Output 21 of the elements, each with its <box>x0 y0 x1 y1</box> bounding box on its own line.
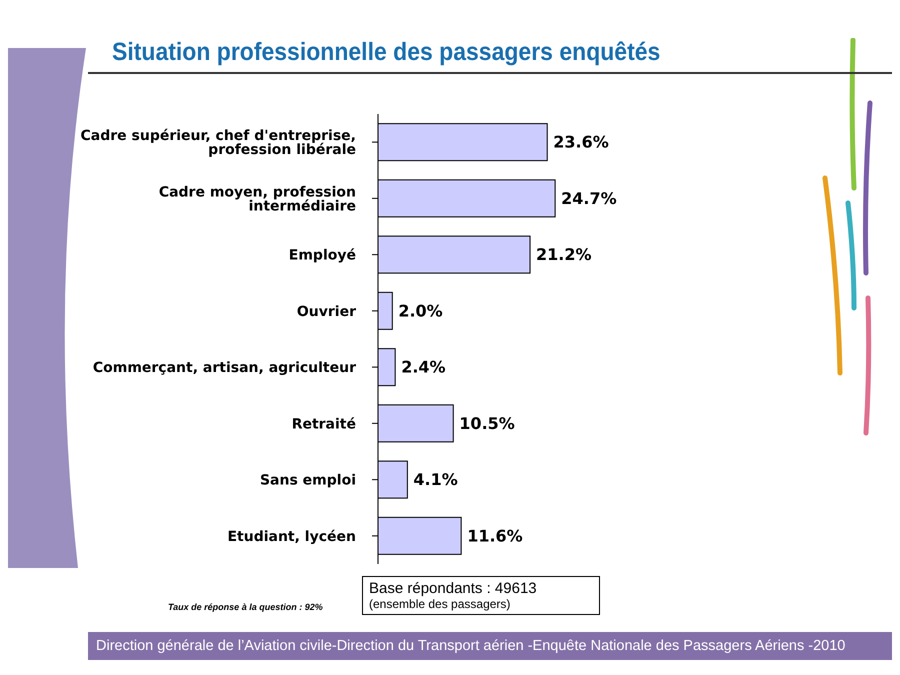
data-label: 23.6% <box>553 132 609 152</box>
chart-title: Situation professionnelle des passagers enquêtés <box>112 38 660 67</box>
text: Base répondants : 49613 <box>369 580 538 597</box>
data-label: 21.2% <box>536 245 592 264</box>
data-label: 24.7% <box>561 188 617 208</box>
data-label: 11.6% <box>467 526 523 546</box>
y-tick-label: Etudiant, lycéen <box>227 528 356 545</box>
text: Taux de réponse à la question : 92% <box>168 602 323 612</box>
text: (ensemble des passagers) <box>369 597 512 611</box>
data-label: 10.5% <box>459 414 515 433</box>
y-tick-label: Ouvrier <box>296 304 356 320</box>
data-label: 4.1% <box>413 470 458 490</box>
text: Direction générale de l’Aviation civile-Direction du Transport aérien -Enquête Nationale des Passagers Aériens -2010 <box>96 638 846 654</box>
y-tick-label: Employé <box>288 248 356 264</box>
y-tick-label: Commerçant, artisan, agriculteur <box>92 360 356 376</box>
data-label: 2.4% <box>401 358 446 377</box>
y-tick-label: Cadre supérieur, chef d'entreprise, profession libérale <box>80 128 356 158</box>
y-tick-label: Sans emploi <box>260 472 356 489</box>
y-tick-label: Retraité <box>292 416 356 432</box>
data-label: 2.0% <box>398 301 443 320</box>
y-tick-label: Cadre moyen, profession intermédiaire <box>158 184 356 214</box>
